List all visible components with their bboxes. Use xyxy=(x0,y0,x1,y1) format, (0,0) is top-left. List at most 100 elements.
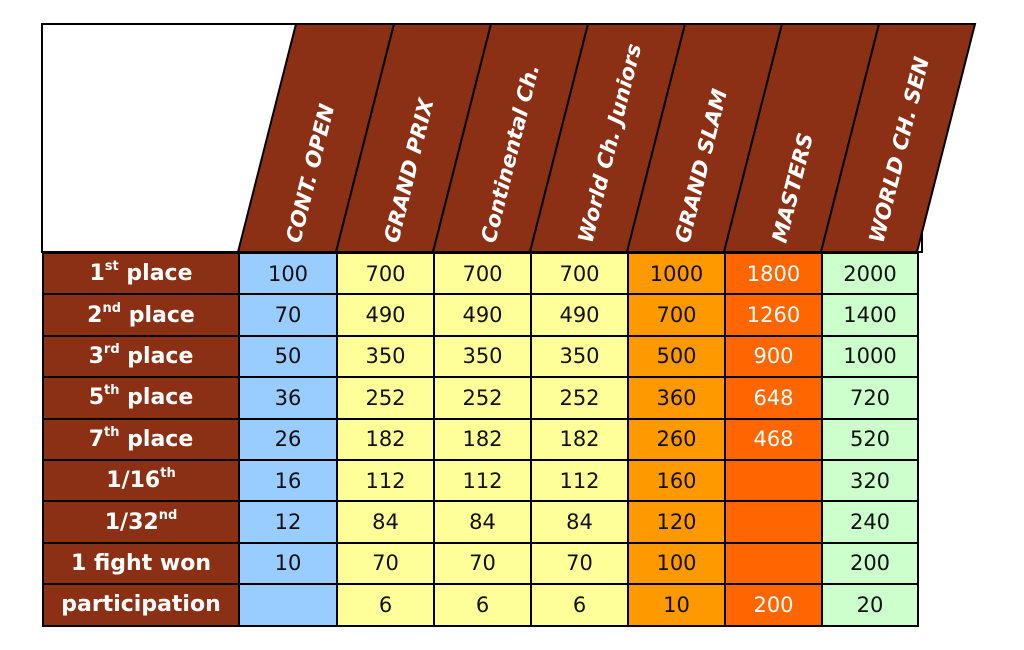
points-cell: 1260 xyxy=(724,293,823,337)
points-cell: 252 xyxy=(530,376,629,420)
row-label-base: 2 xyxy=(87,302,103,328)
points-cell: 490 xyxy=(336,293,435,337)
row-label-superscript: nd xyxy=(158,507,178,523)
table-row: 7th place 26 182 182 182 260 468 520 xyxy=(42,417,919,461)
column-header-band: CONT. OPEN GRAND PRIX Continental Ch. World… xyxy=(41,23,977,253)
row-label-tail: place xyxy=(119,343,194,369)
row-label-superscript: nd xyxy=(102,300,122,316)
points-cell: 12 xyxy=(238,500,338,544)
row-label-tail: place xyxy=(119,385,194,411)
row-label-tail: place xyxy=(118,261,193,287)
row-label-superscript: th xyxy=(104,424,120,440)
points-cell: 100 xyxy=(238,251,338,296)
points-cell: 2000 xyxy=(821,251,919,296)
points-cell: 84 xyxy=(433,500,532,544)
table-row: 1st place 100 700 700 700 1000 1800 2000 xyxy=(42,251,919,296)
row-label-superscript: rd xyxy=(103,341,120,357)
points-cell: 490 xyxy=(530,293,629,337)
points-cell: 112 xyxy=(433,458,532,503)
points-cell: 6 xyxy=(433,583,532,627)
points-cell: 182 xyxy=(530,417,629,461)
points-cell: 10 xyxy=(238,541,338,586)
points-cell: 6 xyxy=(530,583,629,627)
points-cell: 6 xyxy=(336,583,435,627)
points-cell: 70 xyxy=(530,541,629,586)
points-table: 1st place 100 700 700 700 1000 1800 2000 2nd pla… xyxy=(42,251,919,627)
points-cell: 70 xyxy=(433,541,532,586)
points-cell: 16 xyxy=(238,458,338,503)
points-cell: 70 xyxy=(238,293,338,337)
points-cell: 182 xyxy=(433,417,532,461)
points-cell: 720 xyxy=(821,376,919,420)
points-cell: 1800 xyxy=(724,251,823,296)
table-row: 3rd place 50 350 350 350 500 900 1000 xyxy=(42,334,919,379)
points-cell: 1400 xyxy=(821,293,919,337)
points-cell: 182 xyxy=(336,417,435,461)
row-label-base: 7 xyxy=(88,426,105,452)
points-cell: 10 xyxy=(627,583,726,627)
points-cell: 160 xyxy=(627,458,726,503)
points-cell: 26 xyxy=(238,417,338,461)
points-cell: 252 xyxy=(433,376,532,420)
table-row: 2nd place 70 490 490 490 700 1260 1400 xyxy=(42,293,919,337)
points-cell: 900 xyxy=(724,334,823,379)
points-cell: 84 xyxy=(336,500,435,544)
row-label-superscript: st xyxy=(104,259,119,275)
row-label-base: 1/32 xyxy=(104,509,159,535)
points-cell: 84 xyxy=(530,500,629,544)
points-cell: 100 xyxy=(627,541,726,586)
row-label-superscript: th xyxy=(160,466,176,482)
points-cell: 700 xyxy=(530,251,629,296)
table-row: 1/32nd 12 84 84 84 120 240 xyxy=(42,500,919,544)
points-cell: 1000 xyxy=(627,251,726,296)
points-cell: 112 xyxy=(336,458,435,503)
points-cell: 200 xyxy=(724,583,823,627)
points-cell xyxy=(238,583,338,627)
row-label-superscript: th xyxy=(104,383,120,399)
points-cell: 700 xyxy=(627,293,726,337)
row-label: 1 fight won xyxy=(42,541,240,586)
points-cell: 50 xyxy=(238,334,338,379)
points-cell: 252 xyxy=(336,376,435,420)
points-cell: 468 xyxy=(724,417,823,461)
points-cell: 240 xyxy=(821,500,919,544)
table-row: 1/16th 16 112 112 112 160 320 xyxy=(42,458,919,503)
column-header-cell xyxy=(819,23,977,253)
points-cell: 490 xyxy=(433,293,532,337)
points-cell: 520 xyxy=(821,417,919,461)
table-row: 1 fight won 10 70 70 70 100 200 xyxy=(42,541,919,586)
table-row: 5th place 36 252 252 252 360 648 720 xyxy=(42,376,919,420)
points-cell: 350 xyxy=(530,334,629,379)
row-label-base: 1 xyxy=(89,261,105,287)
points-cell: 350 xyxy=(336,334,435,379)
points-cell: 1000 xyxy=(821,334,919,379)
row-label: 1/32nd xyxy=(42,500,240,544)
points-cell: 36 xyxy=(238,376,338,420)
points-cell xyxy=(724,541,823,586)
row-label: 7th place xyxy=(42,417,240,461)
row-label-base: participation xyxy=(61,592,221,618)
row-label-tail: place xyxy=(121,302,195,328)
points-cell: 360 xyxy=(627,376,726,420)
points-cell: 120 xyxy=(627,500,726,544)
row-label: 2nd place xyxy=(42,293,240,337)
row-label: 1st place xyxy=(42,251,240,296)
points-cell: 320 xyxy=(821,458,919,503)
points-cell: 20 xyxy=(821,583,919,627)
row-label-base: 1/16 xyxy=(106,468,161,494)
points-cell: 70 xyxy=(336,541,435,586)
points-cell: 260 xyxy=(627,417,726,461)
row-label: participation xyxy=(42,583,240,627)
points-cell: 700 xyxy=(433,251,532,296)
points-cell: 648 xyxy=(724,376,823,420)
points-cell xyxy=(724,458,823,503)
row-label-base: 3 xyxy=(88,343,104,369)
points-cell: 700 xyxy=(336,251,435,296)
row-label: 3rd place xyxy=(42,334,240,379)
row-label: 5th place xyxy=(42,376,240,420)
points-cell: 200 xyxy=(821,541,919,586)
points-cell: 112 xyxy=(530,458,629,503)
row-label-base: 1 fight won xyxy=(71,550,211,576)
row-label: 1/16th xyxy=(42,458,240,503)
table-row: participation 6 6 6 10 200 20 xyxy=(42,583,919,627)
